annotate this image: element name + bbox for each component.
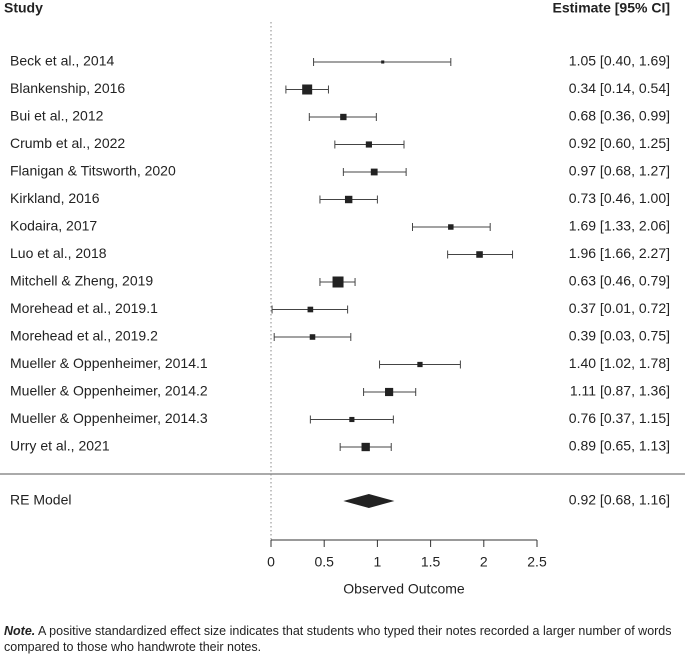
estimate-label: 1.11 [0.87, 1.36] — [570, 383, 670, 399]
estimate-label: 0.39 [0.03, 0.75] — [569, 328, 670, 344]
summary-diamond — [343, 494, 395, 508]
x-tick-label: 1.5 — [421, 554, 441, 570]
study-label: Mueller & Oppenheimer, 2014.2 — [10, 383, 208, 399]
study-label: Morehead et al., 2019.2 — [10, 328, 158, 344]
estimate-label: 1.40 [1.02, 1.78] — [569, 355, 670, 371]
study-label: Luo et al., 2018 — [10, 245, 107, 261]
point-estimate — [340, 113, 347, 121]
x-tick-label: 2 — [480, 554, 488, 570]
study-label: Bui et al., 2012 — [10, 108, 104, 124]
estimate-label: 1.96 [1.66, 2.27] — [569, 245, 670, 261]
point-estimate — [302, 84, 313, 95]
point-estimate — [307, 306, 314, 313]
study-label: Morehead et al., 2019.1 — [10, 300, 158, 316]
point-estimate — [332, 276, 344, 288]
point-estimate — [344, 195, 353, 204]
estimate-label: 0.73 [0.46, 1.00] — [569, 190, 670, 206]
column-header: Estimate [95% CI] — [553, 0, 670, 16]
study-label: Crumb et al., 2022 — [10, 135, 125, 151]
estimate-label: 0.34 [0.14, 0.54] — [569, 80, 670, 96]
estimate-label: 0.92 [0.60, 1.25] — [569, 135, 670, 151]
study-label: Mueller & Oppenheimer, 2014.3 — [10, 410, 208, 426]
summary-estimate-label: 0.92 [0.68, 1.16] — [569, 492, 670, 508]
x-axis-label: Observed Outcome — [343, 581, 465, 597]
point-estimate — [370, 168, 378, 176]
x-tick-label: 0.5 — [314, 554, 334, 570]
point-estimate — [448, 224, 454, 230]
point-estimate — [349, 416, 355, 423]
study-label: Urry et al., 2021 — [10, 438, 110, 454]
estimate-label: 0.76 [0.37, 1.15] — [569, 410, 670, 426]
summary-label: RE Model — [10, 492, 71, 508]
estimate-label: 1.05 [0.40, 1.69] — [569, 53, 670, 69]
estimate-label: 0.97 [0.68, 1.27] — [569, 163, 670, 179]
point-estimate — [385, 387, 394, 397]
x-tick-label: 2.5 — [527, 554, 547, 570]
x-tick-label: 0 — [267, 554, 275, 570]
point-estimate — [365, 141, 372, 148]
estimate-label: 1.69 [1.33, 2.06] — [569, 218, 670, 234]
column-header: Study — [4, 0, 43, 16]
note: Note. A positive standardized effect siz… — [4, 623, 684, 655]
study-label: Flanigan & Titsworth, 2020 — [10, 163, 176, 179]
study-label: Mitchell & Zheng, 2019 — [10, 273, 153, 289]
study-label: Beck et al., 2014 — [10, 53, 115, 69]
study-label: Kirkland, 2016 — [10, 190, 100, 206]
note-lead: Note. — [4, 624, 36, 638]
estimate-label: 0.68 [0.36, 0.99] — [569, 108, 670, 124]
point-estimate — [381, 60, 385, 64]
estimate-label: 0.89 [0.65, 1.13] — [569, 438, 670, 454]
point-estimate — [476, 251, 483, 258]
point-estimate — [361, 442, 370, 452]
study-label: Kodaira, 2017 — [10, 218, 97, 234]
study-label: Blankenship, 2016 — [10, 80, 125, 96]
x-tick-label: 1 — [374, 554, 382, 570]
estimate-label: 0.63 [0.46, 0.79] — [569, 273, 670, 289]
study-label: Mueller & Oppenheimer, 2014.1 — [10, 355, 208, 371]
point-estimate — [309, 334, 316, 340]
estimate-label: 0.37 [0.01, 0.72] — [569, 300, 670, 316]
chart: Study Estimate [95% CI] Observed Outcome… — [0, 0, 685, 597]
point-estimate — [417, 361, 423, 368]
note-text: A positive standardized effect size indi… — [4, 624, 672, 654]
